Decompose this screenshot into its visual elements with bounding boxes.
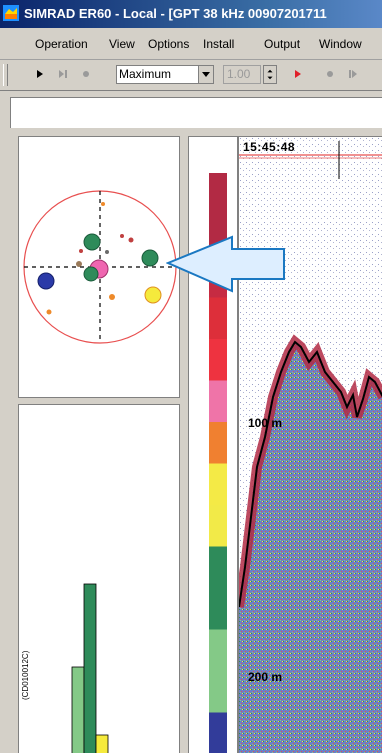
window-title: SIMRAD ER60 - Local - [GPT 38 kHz 009072…: [24, 6, 327, 21]
menu-bar: Operation View Options Install Output Wi…: [0, 29, 382, 60]
size-histogram: [71, 583, 109, 753]
step-gray-icon[interactable]: [345, 66, 361, 82]
play-red-icon[interactable]: [290, 66, 306, 82]
color-scale-step: [209, 712, 227, 753]
menu-window[interactable]: Window: [319, 37, 362, 51]
step-icon[interactable]: [55, 66, 71, 82]
color-scale-step: [209, 339, 227, 381]
depth-label-100: 100 m: [248, 416, 283, 430]
menu-output[interactable]: Output: [264, 37, 301, 51]
echogram: [239, 137, 382, 753]
record-icon[interactable]: [78, 66, 94, 82]
range-select[interactable]: Maximum: [116, 65, 214, 84]
color-scale-step: [209, 463, 227, 506]
info-strip: [10, 97, 382, 128]
gain-field-value: 1.00: [227, 67, 251, 81]
menu-view[interactable]: View: [109, 37, 135, 51]
color-scale-step: [209, 629, 227, 672]
menu-install[interactable]: Install: [203, 37, 235, 51]
toolbar-grip[interactable]: [3, 64, 8, 86]
record-gray-icon[interactable]: [322, 66, 338, 82]
menu-operation[interactable]: Operation: [35, 37, 88, 51]
app-icon: [3, 5, 19, 21]
toolbar: Maximum 1.00: [0, 60, 382, 91]
target-position-plot: [23, 190, 177, 344]
color-scale-step: [209, 546, 227, 589]
color-scale-step: [209, 588, 227, 630]
color-scale-step: [209, 671, 227, 713]
color-scale-panel: [188, 136, 238, 753]
color-scale-step: [209, 505, 227, 547]
position-panel: [18, 136, 180, 398]
title-bar: SIMRAD ER60 - Local - [GPT 38 kHz 009072…: [0, 0, 382, 28]
color-scale-step: [209, 173, 227, 215]
color-scale-step: [209, 380, 227, 423]
color-scale-step: [209, 297, 227, 340]
play-icon[interactable]: [32, 66, 48, 82]
echogram-panel: [238, 136, 382, 753]
figure-code: (CD010012C): [21, 650, 30, 700]
color-scale-step: [209, 422, 227, 464]
range-select-value: Maximum: [119, 67, 172, 81]
spinner-arrows-icon[interactable]: [263, 65, 277, 84]
pointer-arrow-icon: [166, 235, 285, 293]
color-scale: [209, 173, 227, 753]
menu-options[interactable]: Options: [148, 37, 190, 51]
chevron-down-icon[interactable]: [198, 66, 213, 83]
histogram-panel: [18, 404, 180, 753]
gain-field[interactable]: 1.00: [223, 65, 261, 84]
echogram-time-label: 15:45:48: [243, 140, 296, 154]
depth-label-200: 200 m: [248, 670, 283, 684]
